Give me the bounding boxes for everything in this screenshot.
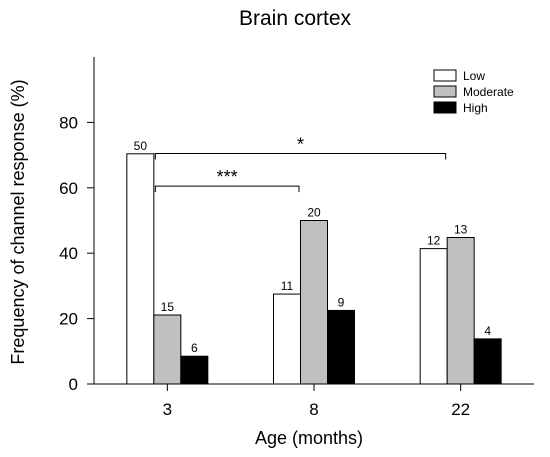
plot-area: 0204060803501568112092212134****LowModer… xyxy=(59,57,534,419)
bar-value-label: 12 xyxy=(427,234,441,248)
legend-swatch-moderate xyxy=(433,85,457,98)
bar-value-label: 50 xyxy=(134,139,148,153)
bar-low-22 xyxy=(419,248,448,385)
legend-swatch-low xyxy=(433,69,457,82)
legend-swatch-high xyxy=(433,101,457,114)
y-axis-label: Frequency of channel response (%) xyxy=(8,79,28,364)
bar-moderate-22 xyxy=(446,237,475,385)
significance-marker: * xyxy=(297,134,304,154)
bar-value-label: 9 xyxy=(338,295,345,309)
y-tick-label: 0 xyxy=(69,375,78,394)
legend-label: High xyxy=(463,101,488,115)
bar-value-label: 6 xyxy=(191,341,198,355)
x-axis-label: Age (months) xyxy=(255,428,363,448)
y-tick-label: 60 xyxy=(59,179,78,198)
bar-moderate-3 xyxy=(153,314,182,385)
bar-low-3 xyxy=(126,153,155,385)
bar-high-22 xyxy=(473,338,502,385)
chart-title: Brain cortex xyxy=(239,7,352,30)
bar-low-8 xyxy=(273,293,301,385)
bar-moderate-8 xyxy=(300,220,328,385)
y-tick-label: 20 xyxy=(59,310,78,329)
significance-bracket xyxy=(154,152,447,160)
significance-bracket xyxy=(154,185,300,193)
bar-value-label: 15 xyxy=(161,300,175,314)
y-tick-label: 80 xyxy=(59,113,78,132)
x-tick-label: 8 xyxy=(309,400,318,419)
bar-value-label: 20 xyxy=(307,206,321,220)
bar-value-label: 11 xyxy=(281,279,294,293)
y-tick-label: 40 xyxy=(59,244,78,263)
bar-value-label: 13 xyxy=(454,223,468,237)
x-tick-label: 22 xyxy=(451,400,470,419)
legend-label: Low xyxy=(463,69,485,83)
bar-value-label: 4 xyxy=(484,324,491,338)
bar-high-3 xyxy=(180,355,209,385)
significance-marker: *** xyxy=(217,167,238,187)
bar-high-8 xyxy=(327,309,355,385)
x-tick-label: 3 xyxy=(163,400,172,419)
legend-label: Moderate xyxy=(463,85,514,99)
